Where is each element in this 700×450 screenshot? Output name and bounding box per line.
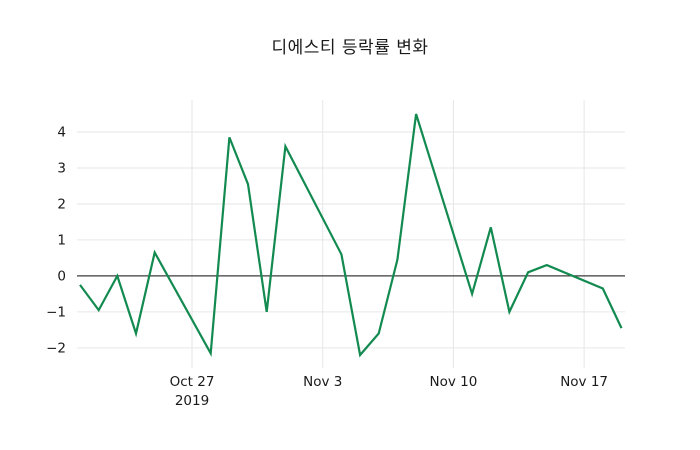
- x-tick-label: Nov 17: [560, 374, 608, 390]
- y-tick-label: 3: [57, 161, 66, 177]
- price-change-line: [79, 113, 623, 358]
- y-tick-label: 4: [57, 125, 66, 141]
- y-tick-label: 1: [57, 233, 66, 249]
- x-tick-sublabel: 2019: [175, 393, 209, 409]
- x-tick-label: Nov 3: [303, 374, 342, 390]
- chart-title: 디에스티 등락률 변화: [271, 38, 429, 58]
- y-tick-label: −2: [46, 341, 66, 357]
- y-tick-label: −1: [46, 305, 66, 321]
- x-tick-label: Oct 27: [170, 374, 215, 390]
- line-layer: [79, 113, 623, 358]
- grid-layer: [77, 100, 625, 368]
- tick-layer: 4 3 2 1 0 −1 −2 Oct 27 2019 Nov 3 Nov 10 Nov 17: [46, 125, 608, 409]
- y-tick-label: 0: [57, 269, 66, 285]
- y-tick-label: 2: [57, 197, 66, 213]
- x-tick-label: Nov 10: [429, 374, 477, 390]
